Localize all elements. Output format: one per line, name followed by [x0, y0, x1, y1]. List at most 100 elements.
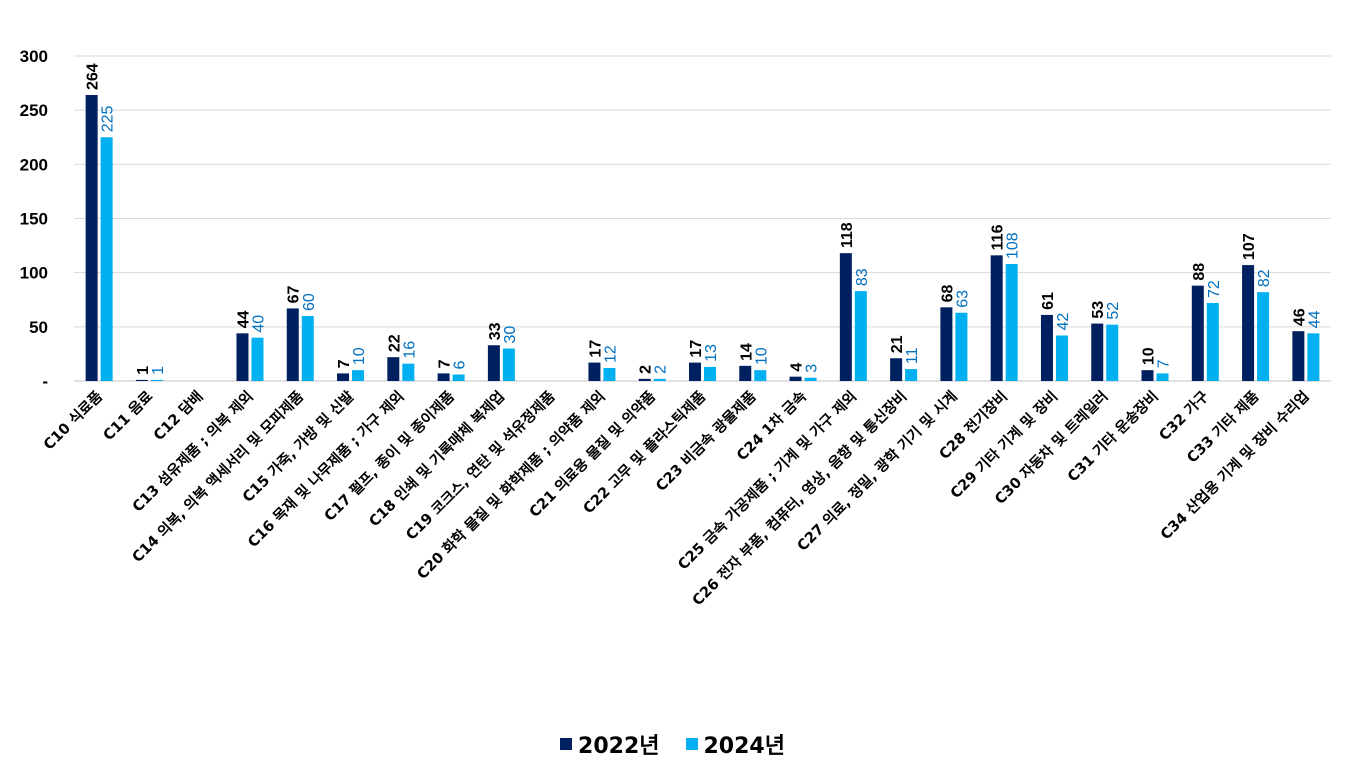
- data-label-2022: 10: [1141, 347, 1158, 365]
- bar-2024: [150, 379, 163, 381]
- bar-2024: [301, 316, 314, 381]
- bar-2024: [1005, 264, 1018, 381]
- data-label-2022: 33: [487, 322, 504, 340]
- bar-2024: [502, 348, 515, 381]
- legend-swatch-2022: [560, 738, 573, 750]
- data-label-2022: 68: [939, 284, 956, 302]
- bar-2022: [1191, 285, 1204, 381]
- data-label-2024: 44: [1306, 310, 1323, 328]
- bar-2022: [487, 345, 500, 381]
- legend: 2022년 2024년: [0, 728, 1345, 760]
- legend-item-2022: 2022년: [560, 728, 660, 760]
- data-label-2022: 4: [789, 363, 806, 372]
- bar-2024: [452, 374, 465, 381]
- bar-2022: [1091, 323, 1104, 381]
- y-tick-label: 100: [20, 264, 48, 283]
- x-tick-label: C31 기타 운송장비: [1064, 387, 1162, 485]
- bar-2022: [387, 357, 400, 381]
- data-label-2024: 72: [1206, 280, 1223, 298]
- bar-2024: [1055, 335, 1068, 381]
- data-label-2024: 16: [401, 341, 418, 359]
- data-label-2024: 63: [954, 290, 971, 308]
- bar-2022: [739, 365, 752, 381]
- y-tick-label: 300: [20, 47, 48, 66]
- data-label-2022: 118: [839, 222, 856, 248]
- data-label-2022: 107: [1241, 233, 1258, 260]
- bar-2022: [1242, 265, 1255, 381]
- y-tick-label: 200: [20, 155, 48, 174]
- bar-2024: [854, 291, 867, 381]
- y-tick-label: 50: [29, 318, 48, 337]
- bar-2024: [1206, 303, 1219, 381]
- data-label-2024: 60: [301, 293, 318, 311]
- data-label-2024: 12: [602, 345, 619, 363]
- bar-2022: [1040, 314, 1053, 381]
- bar-2024: [603, 368, 616, 381]
- data-label-2024: 30: [502, 326, 519, 344]
- data-label-2024: 11: [904, 347, 921, 364]
- data-label-2022: 46: [1291, 308, 1308, 326]
- data-label-2022: 17: [688, 340, 705, 358]
- bar-2024: [653, 378, 666, 381]
- data-label-2024: 10: [351, 347, 368, 365]
- bar-2024: [100, 137, 113, 381]
- y-tick-label: 150: [20, 210, 48, 229]
- legend-item-2024: 2024년: [685, 728, 785, 760]
- bar-2024: [1106, 324, 1119, 381]
- data-label-2024: 10: [753, 347, 770, 365]
- bar-2024: [905, 369, 918, 381]
- data-label-2022: 44: [235, 310, 252, 328]
- x-tick-label: C11 음료: [100, 388, 156, 444]
- data-label-2022: 1: [135, 366, 152, 375]
- y-tick-label: -: [42, 372, 48, 391]
- data-label-2024: 42: [1055, 313, 1072, 331]
- data-label-2022: 21: [889, 335, 906, 353]
- data-label-2024: 7: [1156, 359, 1173, 368]
- x-tick-label: C25 금속 가공제품 ; 기계 및 가구 제외: [674, 387, 860, 573]
- bar-2024: [754, 370, 767, 381]
- data-label-2022: 88: [1191, 263, 1208, 281]
- data-label-2022: 264: [85, 63, 102, 90]
- x-tick-label: C10 식료품: [40, 388, 106, 454]
- bar-2022: [437, 373, 450, 381]
- data-label-2024: 1: [150, 366, 167, 375]
- bar-2022: [135, 379, 148, 381]
- data-label-2022: 7: [336, 359, 353, 368]
- legend-label-2024: 2024년: [703, 734, 785, 759]
- data-label-2022: 61: [1040, 292, 1057, 310]
- data-label-2024: 3: [804, 364, 821, 373]
- data-label-2022: 53: [1090, 301, 1107, 319]
- bar-2022: [1141, 370, 1154, 381]
- bar-2022: [85, 95, 98, 381]
- bar-2024: [804, 377, 817, 381]
- data-label-2024: 83: [854, 268, 871, 286]
- bar-2022: [286, 308, 299, 381]
- bars: [85, 95, 1320, 381]
- data-label-2024: 225: [100, 105, 117, 132]
- bar-2024: [704, 366, 716, 381]
- bar-2024: [352, 370, 365, 381]
- y-axis: - 50 100 150 200 250 300: [20, 47, 48, 391]
- bar-2022: [1292, 331, 1305, 381]
- bar-2022: [890, 358, 903, 381]
- data-label-2024: 6: [452, 361, 469, 370]
- data-label-2024: 13: [703, 344, 720, 362]
- bar-2022: [839, 253, 852, 381]
- data-label-2022: 7: [437, 359, 454, 368]
- data-label-2022: 2: [638, 365, 655, 374]
- bar-2024: [1257, 292, 1270, 381]
- legend-swatch-2024: [685, 738, 698, 750]
- bar-2022: [638, 378, 651, 381]
- bar-2024: [251, 337, 264, 381]
- bar-2022: [990, 255, 1003, 381]
- legend-label-2022: 2022년: [578, 734, 660, 759]
- bar-2024: [402, 363, 415, 381]
- bar-2022: [236, 333, 249, 381]
- bar-2022: [689, 362, 701, 381]
- data-label-2024: 40: [250, 315, 267, 333]
- bar-2024: [955, 312, 968, 381]
- data-label-2022: 67: [286, 286, 303, 304]
